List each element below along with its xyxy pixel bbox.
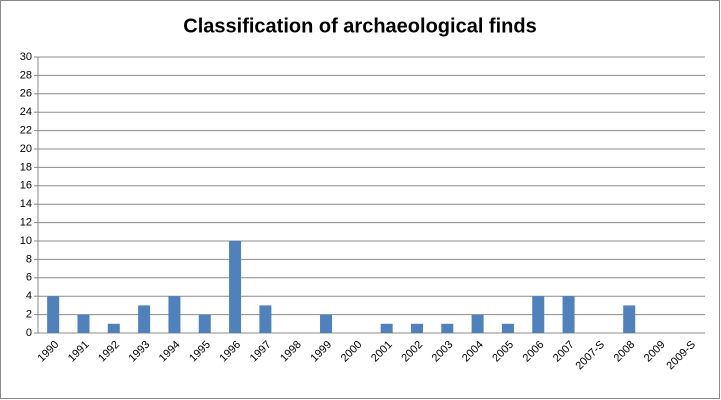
y-tick-label: 10: [20, 235, 32, 247]
y-tick-label: 30: [20, 51, 32, 63]
bar: [107, 323, 120, 333]
bar: [410, 323, 423, 333]
chart-title: Classification of archaeological finds: [183, 15, 536, 37]
bar: [623, 305, 636, 333]
y-tick-label: 20: [20, 143, 32, 155]
bar: [77, 314, 90, 333]
y-tick-label: 24: [20, 106, 32, 118]
y-tick-label: 4: [26, 290, 32, 302]
bar: [138, 305, 151, 333]
y-tick-label: 0: [26, 327, 32, 339]
y-tick-label: 16: [20, 180, 32, 192]
y-tick-label: 2: [26, 309, 32, 321]
y-tick-label: 12: [20, 217, 32, 229]
bar: [562, 296, 575, 333]
bar: [441, 323, 454, 333]
bar: [380, 323, 393, 333]
y-tick-label: 28: [20, 69, 32, 81]
y-tick-label: 6: [26, 272, 32, 284]
bar: [471, 314, 484, 333]
bar: [320, 314, 333, 333]
bar: [229, 241, 242, 333]
bar: [168, 296, 181, 333]
y-tick-label: 22: [20, 125, 32, 137]
y-tick-label: 14: [20, 198, 32, 210]
bar: [47, 296, 60, 333]
y-tick-label: 26: [20, 88, 32, 100]
bar: [259, 305, 272, 333]
bar: [501, 323, 514, 333]
bar: [198, 314, 211, 333]
y-tick-label: 18: [20, 161, 32, 173]
bar: [532, 296, 545, 333]
y-tick-label: 8: [26, 253, 32, 265]
